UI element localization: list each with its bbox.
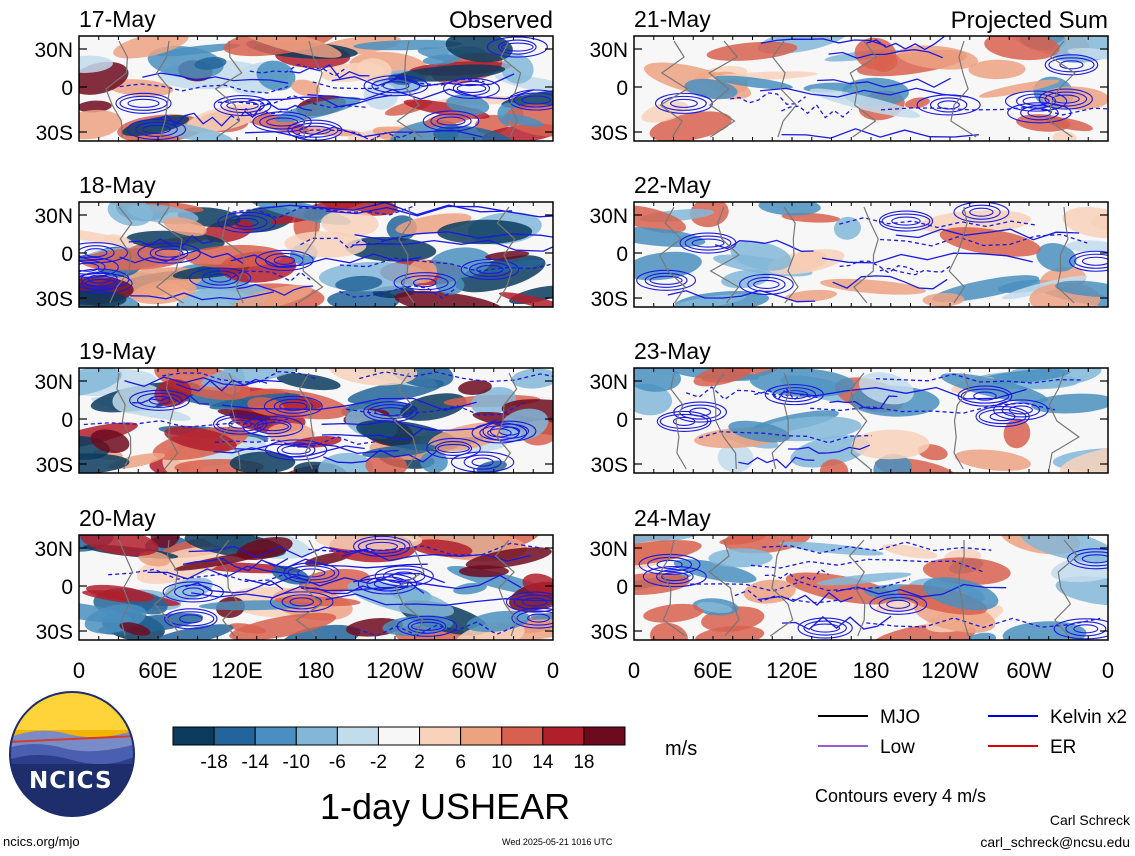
lon-tick-label: 60W	[451, 658, 496, 683]
panel-date-label: 17-May	[79, 6, 156, 32]
lon-tick-label: 180	[298, 658, 335, 683]
lon-tick-label: 120E	[211, 658, 262, 683]
map-panel-23-may: 30N 0 30S 23-May	[589, 338, 1109, 477]
lat-tick-label: 30N	[589, 205, 628, 228]
lat-tick-label: 30S	[591, 122, 628, 145]
legend-label: MJO	[880, 707, 920, 728]
panel-date-label: 23-May	[634, 338, 711, 364]
footer-timestamp: Wed 2025-05-21 1016 UTC	[502, 837, 613, 847]
colorbar-swatch	[377, 726, 421, 746]
colorbar-swatch	[336, 726, 379, 746]
lat-tick-label: 30N	[34, 371, 73, 394]
colorbar-swatch	[254, 726, 297, 746]
legend-label: Low	[880, 737, 915, 758]
lat-tick-label: 30S	[36, 621, 73, 644]
lat-tick-label: 30S	[36, 122, 73, 145]
colorbar-label: -2	[370, 752, 387, 773]
variable-title: 1-day USHEAR	[320, 786, 571, 827]
lat-tick-label: 30N	[589, 39, 628, 62]
column-title: Observed	[449, 7, 553, 34]
map-panel-21-may: 30N 0 30S 21-May Projected Sum	[589, 6, 1109, 145]
lon-tick-label: 60W	[1006, 658, 1051, 683]
colorbar-label: -18	[200, 752, 227, 773]
lat-tick-label: 30N	[34, 39, 73, 62]
lon-tick-label: 0	[73, 658, 85, 683]
panel-date-label: 19-May	[79, 338, 156, 364]
lon-tick-label: 0	[1102, 658, 1114, 683]
lon-tick-label: 0	[628, 658, 640, 683]
panel-date-label: 18-May	[79, 172, 156, 198]
lat-tick-label: 30S	[591, 454, 628, 477]
logo-text: NCICS	[29, 768, 113, 794]
colorbar-swatch	[501, 726, 544, 746]
colorbar-swatch	[542, 726, 585, 746]
map-panel-19-may: 30N 0 30S 19-May	[34, 338, 554, 477]
colorbar-label: 14	[532, 752, 554, 773]
legend-label: ER	[1050, 737, 1076, 758]
lat-tick-label: 0	[616, 576, 628, 599]
column-title: Projected Sum	[951, 7, 1108, 34]
lon-tick-label: 60E	[693, 658, 732, 683]
colorbar-label: -6	[329, 752, 346, 773]
lat-tick-label: 0	[61, 409, 73, 432]
legend-label: Kelvin x2	[1050, 707, 1127, 728]
map-panel-18-may: 30N 0 30S 18-May	[34, 172, 554, 311]
lat-tick-label: 30S	[36, 454, 73, 477]
colorbar-label: 6	[455, 752, 466, 773]
colorbar-swatch	[213, 726, 256, 746]
lat-tick-label: 0	[61, 77, 73, 100]
colorbar-swatch	[583, 726, 626, 746]
colorbar: -18 -14 -10 -6 -2 2 6 10 14 18	[172, 726, 626, 773]
colorbar-unit: m/s	[665, 738, 698, 760]
footer-author: Carl Schreck	[1049, 812, 1130, 828]
contour-note: Contours every 4 m/s	[815, 786, 987, 806]
lat-tick-label: 0	[61, 576, 73, 599]
lon-tick-label: 120W	[921, 658, 979, 683]
lon-tick-label: 180	[853, 658, 890, 683]
panel-date-label: 22-May	[634, 172, 711, 198]
footer-url: ncics.org/mjo	[3, 834, 80, 849]
lat-tick-label: 30N	[589, 538, 628, 561]
lat-tick-label: 30N	[34, 538, 73, 561]
lat-tick-label: 0	[61, 243, 73, 266]
panel-date-label: 24-May	[634, 505, 711, 531]
colorbar-swatch	[295, 726, 338, 746]
lon-tick-label: 120E	[766, 658, 817, 683]
lon-tick-label: 0	[547, 658, 559, 683]
map-panel-22-may: 30N 0 30S 22-May	[589, 172, 1109, 311]
lat-tick-label: 30S	[36, 288, 73, 311]
lon-tick-label: 60E	[138, 658, 177, 683]
legend: MJO Kelvin x2 Low ER	[818, 707, 1127, 758]
lat-tick-label: 0	[616, 243, 628, 266]
lat-tick-label: 30N	[589, 371, 628, 394]
colorbar-swatch	[419, 726, 462, 746]
lat-tick-label: 30S	[591, 621, 628, 644]
colorbar-label: 10	[491, 752, 512, 773]
lat-tick-label: 30S	[591, 288, 628, 311]
colorbar-label: -14	[241, 752, 269, 773]
panel-date-label: 20-May	[79, 505, 156, 531]
map-panel-17-may: 30N 0 30S 17-May Observed	[34, 6, 554, 145]
lon-tick-label: 120W	[366, 658, 424, 683]
lat-tick-label: 0	[616, 409, 628, 432]
ncics-logo	[9, 691, 135, 817]
lat-tick-label: 0	[616, 77, 628, 100]
colorbar-label: -10	[283, 752, 310, 773]
panel-date-label: 21-May	[634, 6, 711, 32]
lat-tick-label: 30N	[34, 205, 73, 228]
colorbar-label: 18	[573, 752, 594, 773]
colorbar-label: 2	[414, 752, 425, 773]
colorbar-swatch	[172, 726, 215, 746]
footer-email: carl_schreck@ncsu.edu	[980, 834, 1130, 850]
colorbar-swatch	[460, 726, 503, 746]
